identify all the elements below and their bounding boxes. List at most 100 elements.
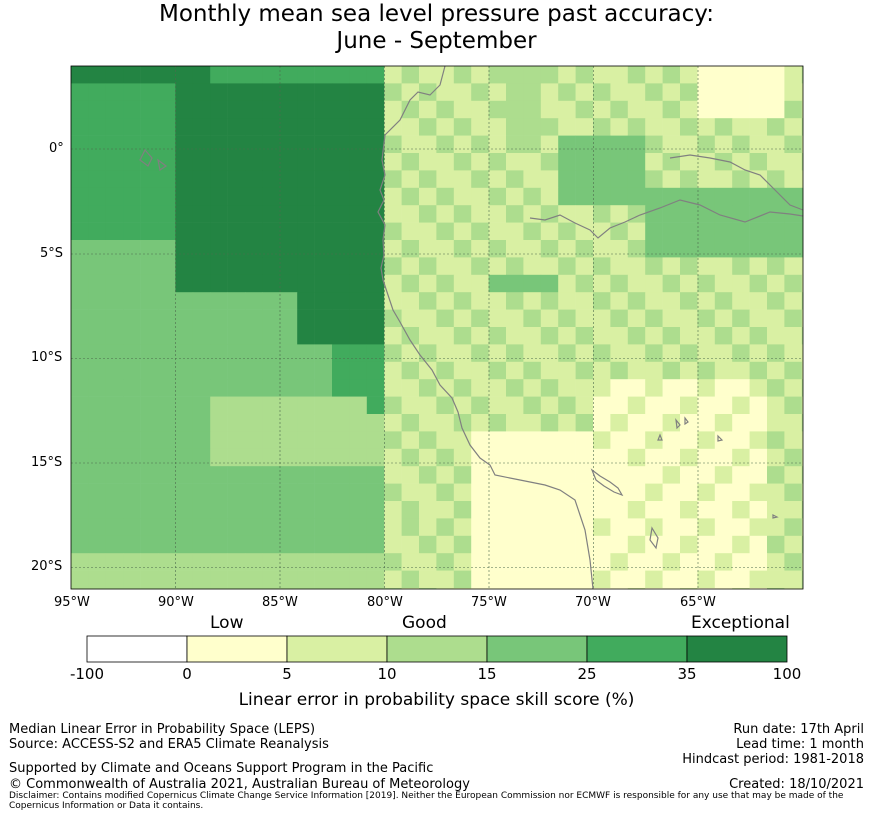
skill-cell	[419, 153, 437, 171]
skill-cell	[801, 100, 804, 119]
skill-cell	[453, 448, 472, 467]
skill-cell	[140, 501, 159, 519]
skill-cell	[262, 361, 281, 380]
skill-cell	[419, 414, 437, 432]
skill-cell	[175, 361, 194, 380]
skill-cell	[262, 570, 281, 589]
skill-cell	[627, 414, 646, 432]
skill-cell	[627, 361, 646, 380]
skill-cell	[297, 222, 315, 241]
skill-cell	[366, 553, 385, 571]
skill-cell	[366, 396, 385, 415]
skill-cell	[297, 205, 315, 223]
skill-cell	[366, 118, 385, 136]
skill-cell	[88, 396, 107, 415]
skill-cell	[471, 501, 489, 519]
skill-cell	[419, 518, 437, 537]
skill-cell	[279, 327, 298, 345]
skill-cell	[332, 274, 350, 293]
skill-cell	[697, 483, 716, 502]
skill-cell	[697, 135, 716, 154]
skill-cell	[540, 431, 559, 450]
skill-cell	[366, 518, 385, 537]
skill-cell	[88, 153, 107, 171]
skill-cell	[471, 274, 489, 293]
skill-cell	[140, 135, 159, 154]
skill-cell	[227, 135, 246, 154]
skill-cell	[401, 205, 420, 223]
skill-cell	[697, 448, 716, 467]
skill-cell	[471, 257, 489, 276]
skill-cell	[227, 396, 246, 415]
skill-cell	[419, 466, 437, 484]
skill-cell	[558, 466, 576, 484]
skill-cell	[88, 222, 107, 241]
skill-cell	[262, 344, 281, 363]
skill-cell	[366, 327, 385, 345]
skill-cell	[297, 292, 315, 310]
skill-cell	[192, 83, 211, 102]
skill-cell	[105, 396, 124, 415]
skill-cell	[540, 292, 559, 310]
skill-cell	[453, 187, 472, 206]
skill-cell	[784, 135, 803, 154]
skill-cell	[732, 83, 750, 102]
skill-cell	[158, 535, 176, 554]
skill-cell	[175, 135, 194, 154]
skill-cell	[749, 327, 768, 345]
skill-cell	[349, 274, 368, 293]
skill-cell	[749, 240, 768, 258]
skill-cell	[105, 361, 124, 380]
skill-cell	[227, 257, 246, 276]
skill-cell	[245, 205, 263, 223]
skill-cell	[314, 240, 333, 258]
skill-cell	[436, 83, 455, 102]
skill-cell	[88, 274, 107, 293]
skill-cell	[558, 448, 576, 467]
skill-cell	[749, 292, 768, 310]
skill-cell	[419, 240, 437, 258]
skill-cell	[332, 431, 350, 450]
skill-cell	[332, 379, 350, 397]
skill-cell	[158, 570, 176, 589]
skill-cell	[71, 361, 89, 380]
skill-cell	[610, 118, 629, 136]
skill-cell	[192, 153, 211, 171]
skill-cell	[175, 448, 194, 467]
lon-tick-85w: 85°W	[262, 595, 298, 610]
skill-cell	[71, 118, 89, 136]
skill-cell	[558, 187, 576, 206]
skill-cell	[227, 205, 246, 223]
skill-cell	[697, 257, 716, 276]
skill-cell	[714, 187, 733, 206]
skill-cell	[801, 379, 804, 397]
skill-cell	[366, 431, 385, 450]
skill-cell	[453, 414, 472, 432]
skill-cell	[314, 153, 333, 171]
skill-cell	[506, 309, 524, 328]
skill-cell	[680, 466, 698, 484]
skill-cell	[88, 361, 107, 380]
skill-cell	[192, 100, 211, 119]
skill-cell	[349, 309, 368, 328]
skill-cell	[192, 431, 211, 450]
skill-cell	[436, 501, 455, 519]
skill-cell	[279, 396, 298, 415]
skill-cell	[123, 222, 141, 241]
skill-cell	[714, 222, 733, 241]
skill-cell	[88, 205, 107, 223]
skill-cell	[175, 257, 194, 276]
skill-cell	[540, 327, 559, 345]
skill-cell	[645, 83, 663, 102]
skill-cell	[453, 170, 472, 189]
skill-cell	[349, 240, 368, 258]
skill-cell	[645, 274, 663, 293]
skill-cell	[680, 135, 698, 154]
skill-cell	[662, 379, 681, 397]
skill-cell	[436, 240, 455, 258]
skill-cell	[71, 83, 89, 102]
skill-cell	[436, 361, 455, 380]
skill-cell	[71, 153, 89, 171]
skill-cell	[262, 240, 281, 258]
skill-cell	[645, 257, 663, 276]
